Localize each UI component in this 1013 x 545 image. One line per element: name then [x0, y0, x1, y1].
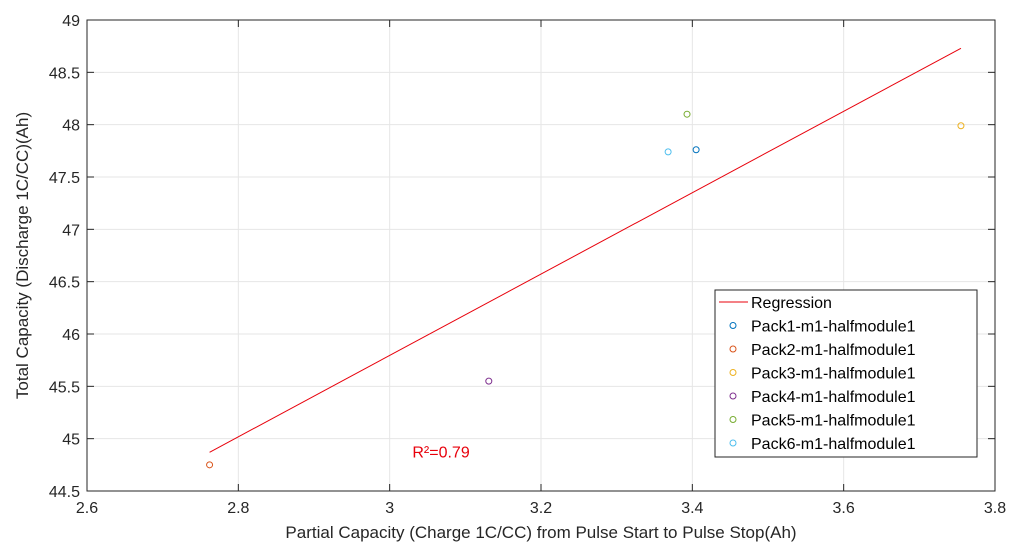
legend: Regression Pack1-m1-halfmodule1 Pack2-m1-h… — [714, 289, 978, 458]
legend-marker-swatch — [729, 369, 737, 376]
legend-label: Pack6-m1-halfmodule1 — [751, 436, 916, 453]
x-tick-label: 3.8 — [984, 500, 1006, 517]
x-tick-labels: 2.6 2.8 3 3.2 3.4 3.6 3.8 — [76, 500, 1006, 517]
x-tick-label: 2.8 — [227, 500, 249, 517]
legend-marker-swatch — [729, 322, 737, 329]
data-point — [683, 110, 691, 118]
x-tick-label: 3.4 — [681, 500, 703, 517]
axis-ticks — [86, 19, 996, 492]
legend-marker-swatch — [729, 439, 737, 447]
data-point — [485, 377, 493, 385]
y-tick-label: 48 — [62, 118, 80, 135]
legend-label: Pack5-m1-halfmodule1 — [751, 413, 916, 430]
data-point — [664, 148, 672, 156]
legend-label: Pack3-m1-halfmodule1 — [751, 366, 916, 383]
regression-layer — [209, 47, 962, 453]
regression-line — [209, 47, 962, 453]
legend-label: Pack4-m1-halfmodule1 — [751, 389, 916, 406]
legend-box — [714, 289, 978, 458]
x-axis-label: Partial Capacity (Charge 1C/CC) from Pul… — [285, 523, 796, 542]
r-squared-annotation: R²=0.79 — [412, 445, 469, 462]
y-tick-label: 45.5 — [49, 379, 80, 396]
x-tick-label: 3.6 — [833, 500, 855, 517]
y-tick-label: 47.5 — [49, 170, 80, 187]
y-tick-labels: 44.5 45 45.5 46 46.5 47 47.5 48 48.5 49 — [49, 13, 80, 501]
y-tick-label: 46.5 — [49, 275, 80, 292]
legend-marker-swatch — [729, 392, 737, 400]
legend-marker-swatch — [729, 416, 737, 423]
y-tick-label: 47 — [62, 222, 80, 239]
y-tick-label: 49 — [62, 13, 80, 30]
y-tick-label: 48.5 — [49, 65, 80, 82]
y-axis-label: Total Capacity (Discharge 1C/CC)(Ah) — [13, 112, 32, 399]
legend-marker-swatch — [729, 345, 737, 353]
legend-label: Regression — [751, 295, 832, 312]
x-tick-label: 3.2 — [530, 500, 552, 517]
y-tick-label: 46 — [62, 327, 80, 344]
y-tick-label: 44.5 — [49, 484, 80, 501]
data-point — [957, 122, 965, 130]
legend-label: Pack1-m1-halfmodule1 — [751, 319, 916, 336]
data-point — [206, 461, 214, 469]
data-point — [692, 146, 700, 154]
legend-label: Pack2-m1-halfmodule1 — [751, 342, 916, 359]
x-tick-label: 2.6 — [76, 500, 98, 517]
y-tick-label: 45 — [62, 432, 80, 449]
x-tick-label: 3 — [385, 500, 394, 517]
data-points — [206, 110, 965, 469]
